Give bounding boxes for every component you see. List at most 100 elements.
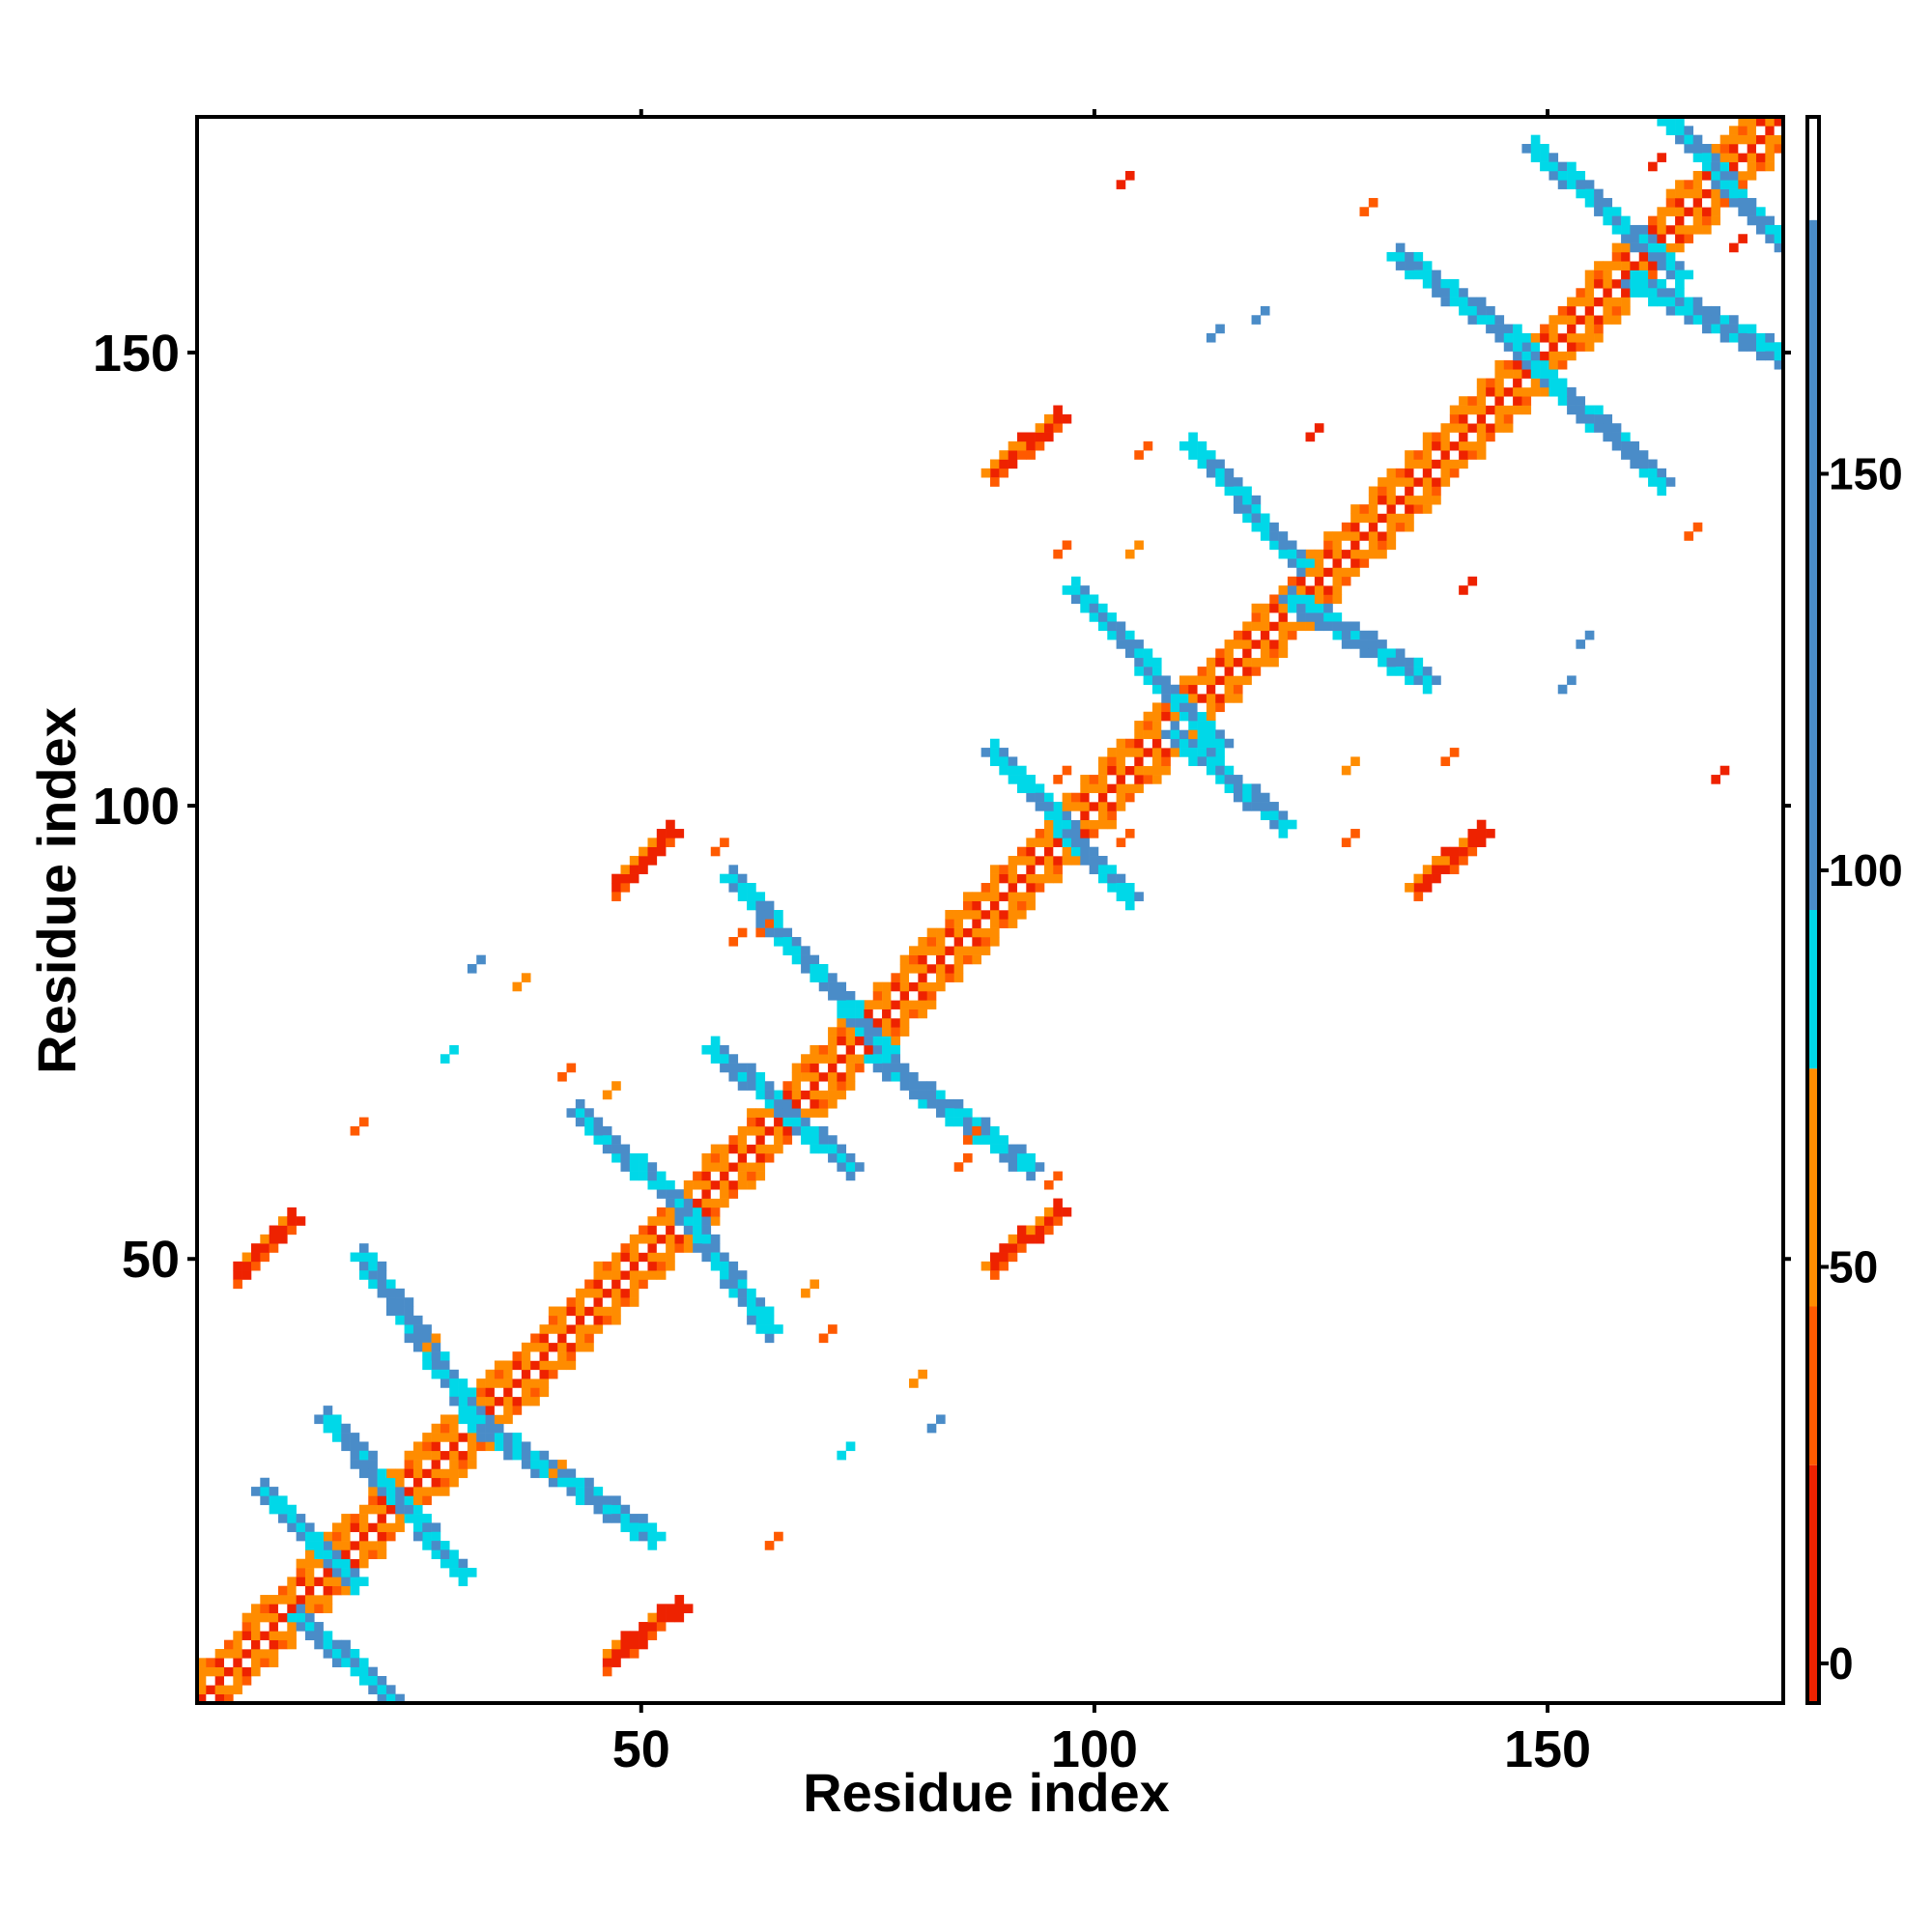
heatmap-cell [1729, 126, 1739, 135]
heatmap-cell [314, 1558, 324, 1569]
heatmap-cell [1161, 721, 1171, 730]
heatmap-cell [936, 963, 946, 974]
heatmap-cell [1513, 369, 1522, 379]
heatmap-cell [1070, 792, 1081, 803]
heatmap-cell [1053, 838, 1063, 847]
heatmap-cell [350, 1585, 360, 1596]
heatmap-cell [782, 1081, 793, 1091]
heatmap-cell [1594, 197, 1604, 208]
heatmap-cell [1611, 207, 1622, 216]
heatmap-cell [1711, 197, 1720, 208]
heatmap-cell [845, 990, 856, 1001]
heatmap-cell [385, 1306, 396, 1317]
heatmap-cell [701, 1198, 712, 1208]
heatmap-cell [1062, 802, 1072, 811]
heatmap-cell [693, 1198, 702, 1208]
heatmap-cell [1486, 432, 1495, 442]
heatmap-cell [1675, 278, 1685, 289]
heatmap-cell [1657, 224, 1667, 235]
heatmap-cell [990, 1261, 1000, 1271]
heatmap-cell [1603, 270, 1613, 280]
heatmap-cell [972, 900, 981, 911]
heatmap-cell [764, 919, 775, 928]
heatmap-cell [1611, 315, 1622, 325]
heatmap-cell [737, 892, 748, 901]
heatmap-cell [837, 990, 847, 1001]
heatmap-cell [1224, 468, 1235, 478]
heatmap-cell [1486, 324, 1495, 334]
heatmap-cell [1576, 288, 1586, 298]
heatmap-cell [1179, 702, 1189, 713]
heatmap-cell [449, 1441, 459, 1452]
heatmap-cell [926, 1423, 937, 1434]
heatmap-cell [1729, 242, 1739, 253]
heatmap-cell [1107, 775, 1117, 784]
heatmap-cell [1432, 440, 1441, 451]
heatmap-cell [1215, 657, 1225, 668]
heatmap-cell [1422, 270, 1433, 280]
heatmap-cell [1702, 324, 1712, 334]
heatmap-cell [1395, 667, 1406, 676]
heatmap-cell [1143, 657, 1153, 668]
heatmap-cell [377, 1549, 387, 1560]
heatmap-cell [872, 1017, 883, 1028]
heatmap-cell [639, 1631, 648, 1640]
heatmap-cell [1323, 567, 1333, 578]
heatmap-cell [341, 1558, 351, 1569]
heatmap-cell [1711, 315, 1720, 325]
heatmap-cell [593, 1306, 604, 1317]
heatmap-cell [1341, 639, 1351, 649]
heatmap-cell [1035, 838, 1045, 847]
heatmap-cell [872, 1044, 883, 1055]
heatmap-cell [521, 1342, 531, 1352]
heatmap-cell [1016, 450, 1027, 460]
heatmap-cell [368, 1252, 378, 1263]
heatmap-cell [1170, 729, 1180, 740]
heatmap-cell [1089, 810, 1099, 821]
heatmap-cell [1080, 829, 1090, 838]
heatmap-cell [1386, 513, 1397, 524]
heatmap-cell [1070, 810, 1081, 821]
heatmap-cell [1359, 531, 1370, 541]
heatmap-cell [926, 963, 937, 974]
heatmap-cell [1026, 1152, 1036, 1163]
heatmap-cell [1567, 161, 1577, 172]
heatmap-cell [287, 1522, 297, 1533]
heatmap-cell [980, 900, 991, 911]
heatmap-cell [1774, 143, 1784, 154]
heatmap-cell [918, 954, 927, 965]
heatmap-cell [1151, 748, 1162, 757]
heatmap-cell [666, 1604, 675, 1614]
heatmap-cell [639, 1234, 648, 1244]
heatmap-cell [521, 1369, 531, 1379]
heatmap-cell [323, 1631, 333, 1640]
heatmap-cell [593, 1125, 604, 1136]
heatmap-cell [1233, 630, 1243, 640]
heatmap-cell [1657, 242, 1667, 253]
heatmap-cell [791, 1117, 802, 1127]
heatmap-cell [1747, 134, 1757, 145]
heatmap-cell [845, 1063, 856, 1073]
heatmap-cell [1269, 594, 1279, 605]
heatmap-cell [1548, 386, 1559, 397]
heatmap-cell [1548, 161, 1559, 172]
heatmap-cell [818, 1098, 829, 1109]
heatmap-cell [296, 1216, 306, 1226]
heatmap-cell [1459, 585, 1468, 595]
heatmap-cell [845, 1441, 856, 1452]
heatmap-cell [1116, 748, 1126, 757]
heatmap-cell [1242, 513, 1252, 524]
heatmap-cell [828, 1135, 838, 1145]
heatmap-cell [629, 1639, 639, 1650]
heatmap-cell [764, 1090, 775, 1100]
heatmap-cell [323, 1577, 333, 1587]
heatmap-cell [1278, 810, 1289, 821]
heatmap-cell [899, 1009, 910, 1019]
heatmap-cell [602, 1279, 612, 1290]
heatmap-cell [1251, 639, 1262, 649]
heatmap-cell [548, 1342, 558, 1352]
heatmap-cell [1432, 675, 1441, 686]
heatmap-cell [1224, 648, 1235, 659]
heatmap-cell [818, 1071, 829, 1082]
